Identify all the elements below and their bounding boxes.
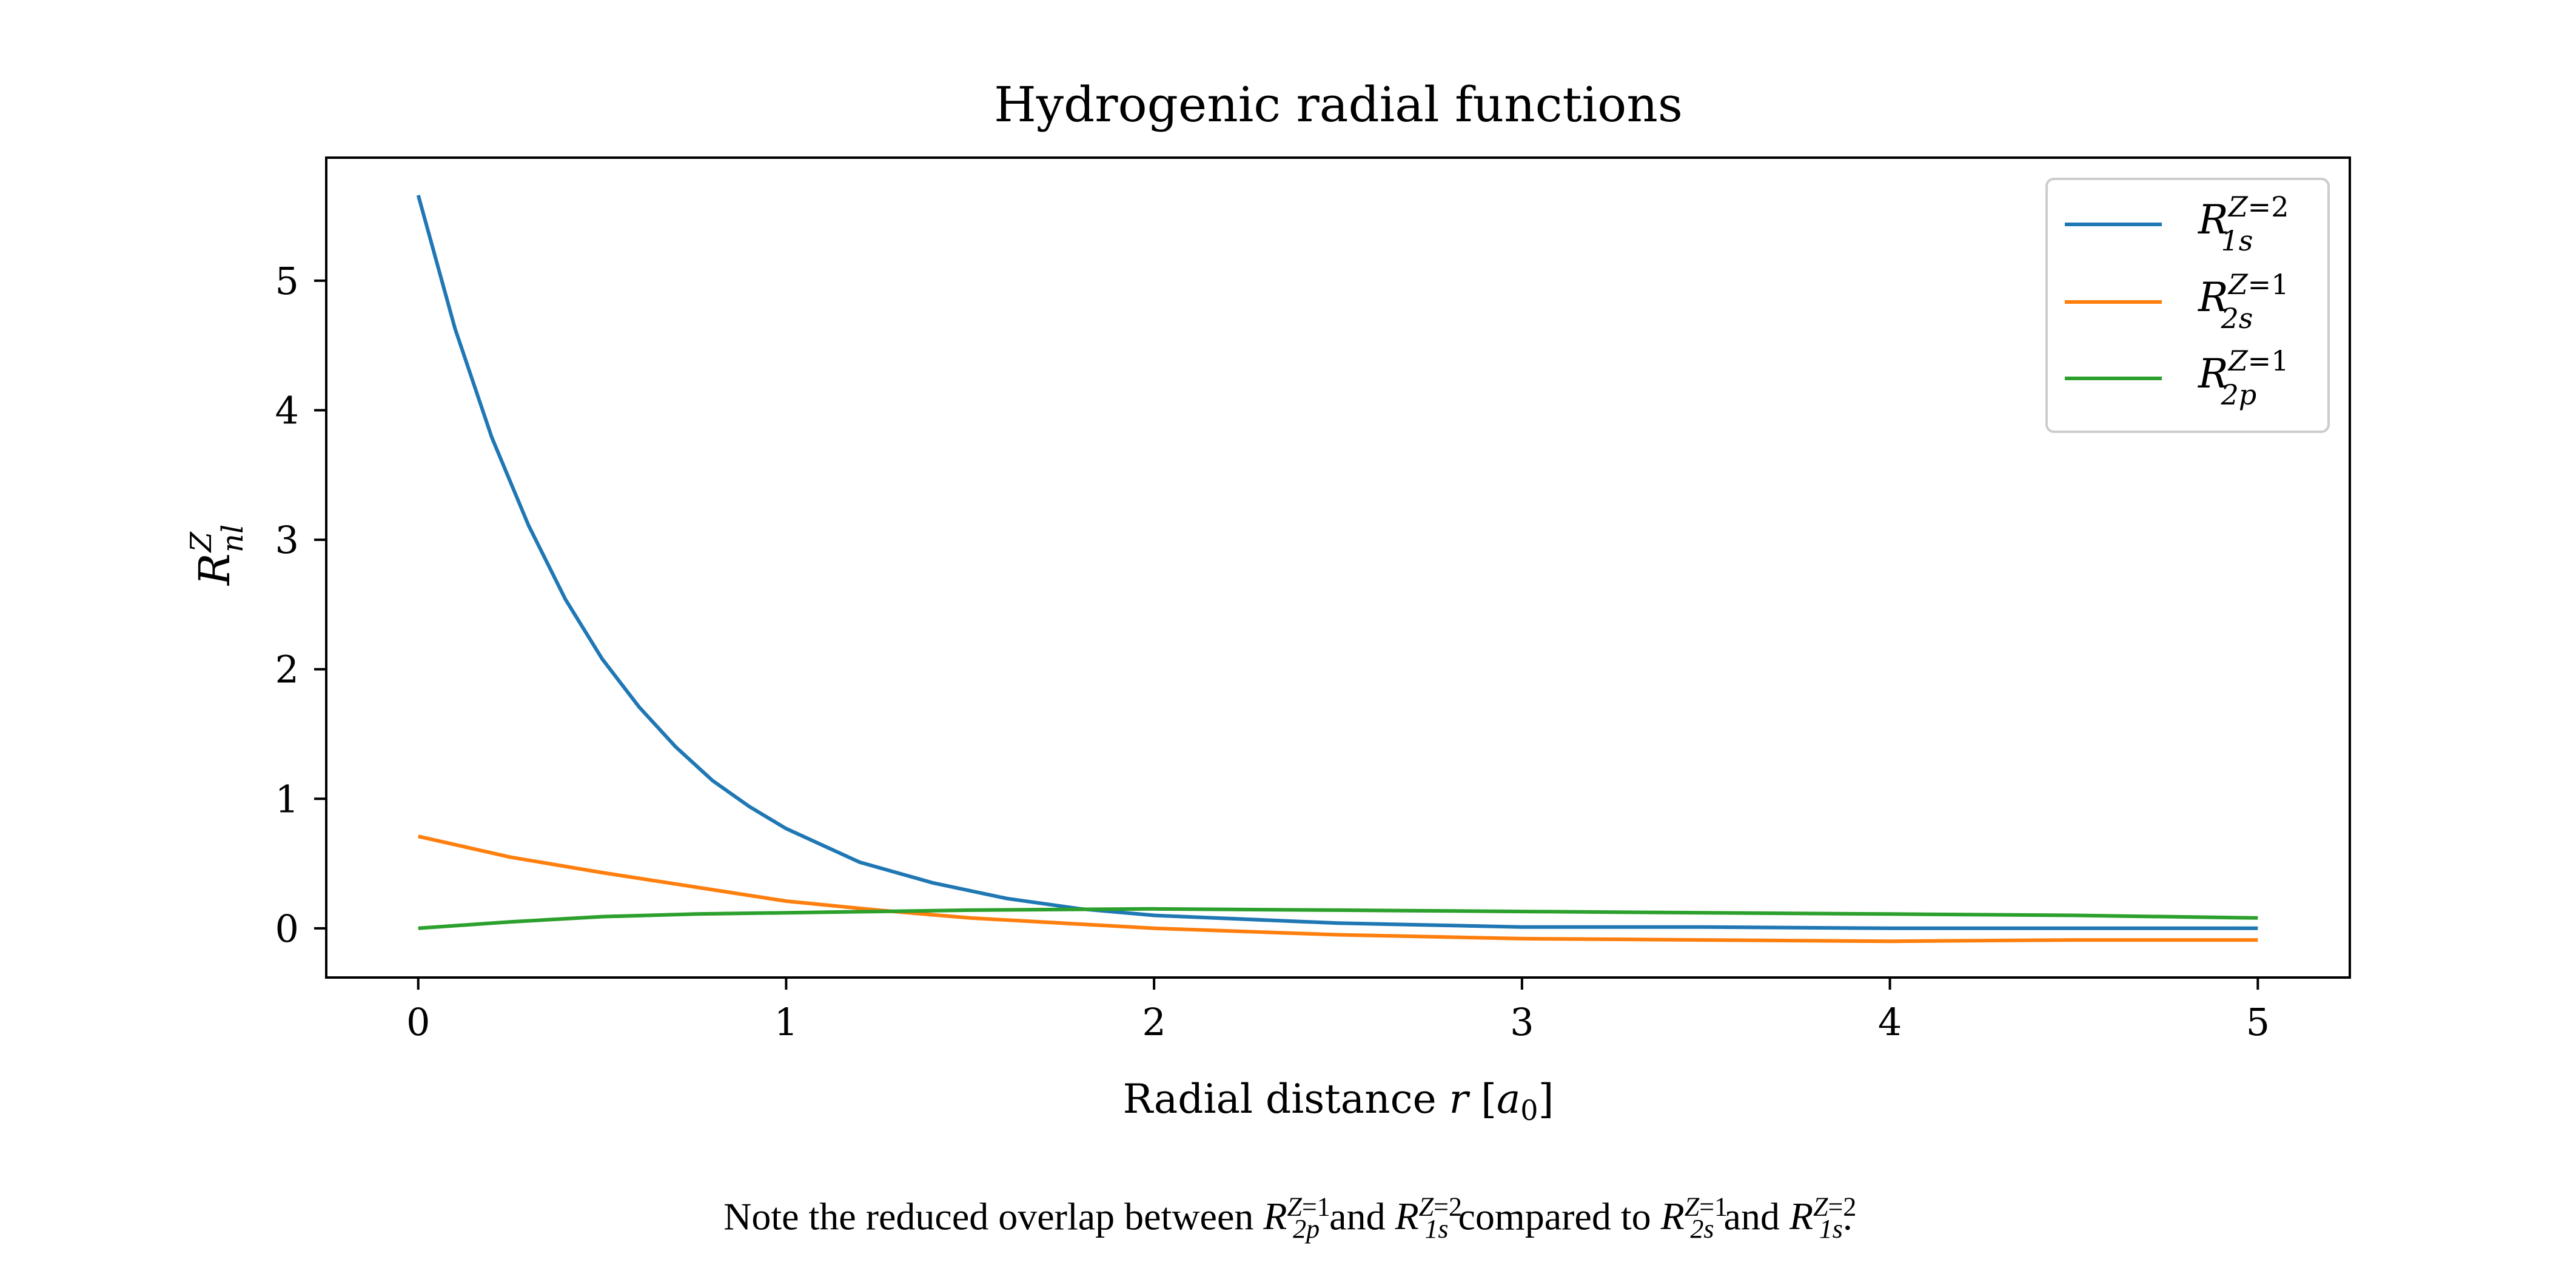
legend-frame (2045, 178, 2330, 433)
ticks-layer: 0 1 2 3 4 5 0 1 2 3 4 5 (275, 259, 2270, 1044)
x-tick-label: 0 (406, 1000, 430, 1044)
x-tick-label: 4 (1878, 1000, 1902, 1044)
series-line-1 (418, 834, 2258, 944)
x-tick-label: 2 (1142, 1000, 1166, 1044)
caption-suffix: . (1842, 1195, 1853, 1238)
caption-term-r1s-z2-b: RZ=21s (1789, 1192, 1857, 1244)
series-line-2 (418, 907, 2258, 930)
x-tick-label: 1 (774, 1000, 798, 1044)
caption-term-r1s-z2: RZ=21s (1395, 1192, 1462, 1244)
legend: RZ=2 1s RZ=1 2s RZ=1 2p (2045, 178, 2330, 433)
y-axis-label: RZnl (184, 525, 250, 586)
y-tick-label: 0 (275, 907, 299, 951)
legend-label-2p: RZ=1 2p (2198, 344, 2289, 411)
caption-term-r2p-z1: RZ=12p (1263, 1192, 1330, 1244)
caption-compared: compared to (1458, 1195, 1651, 1238)
series-layer (416, 195, 2258, 944)
y-tick-label: 3 (275, 518, 299, 562)
caption-and-1: and (1329, 1195, 1386, 1238)
caption-term-r2s-z1: RZ=12s (1660, 1192, 1728, 1244)
caption-and-2: and (1723, 1195, 1780, 1238)
y-tick-label: 4 (275, 388, 299, 432)
figure-caption: Note the reduced overlap between RZ=12p … (0, 1192, 2576, 1244)
y-tick-label: 2 (275, 648, 299, 692)
chart-title: Hydrogenic radial functions (994, 76, 1683, 133)
series-line-0 (416, 195, 2258, 930)
legend-label-2s: RZ=1 2s (2198, 268, 2289, 335)
svg-text:RZnl: RZnl (184, 525, 250, 586)
x-axis-label: Radial distance r [a0] (1123, 1076, 1554, 1127)
x-tick-label: 5 (2246, 1000, 2270, 1044)
legend-label-1s: RZ=2 1s (2198, 190, 2289, 257)
caption-prefix: Note the reduced overlap between (723, 1195, 1254, 1238)
y-tick-label: 1 (275, 777, 299, 821)
x-tick-label: 3 (1510, 1000, 1534, 1044)
y-tick-label: 5 (275, 259, 299, 303)
plot-frame (325, 156, 2351, 979)
